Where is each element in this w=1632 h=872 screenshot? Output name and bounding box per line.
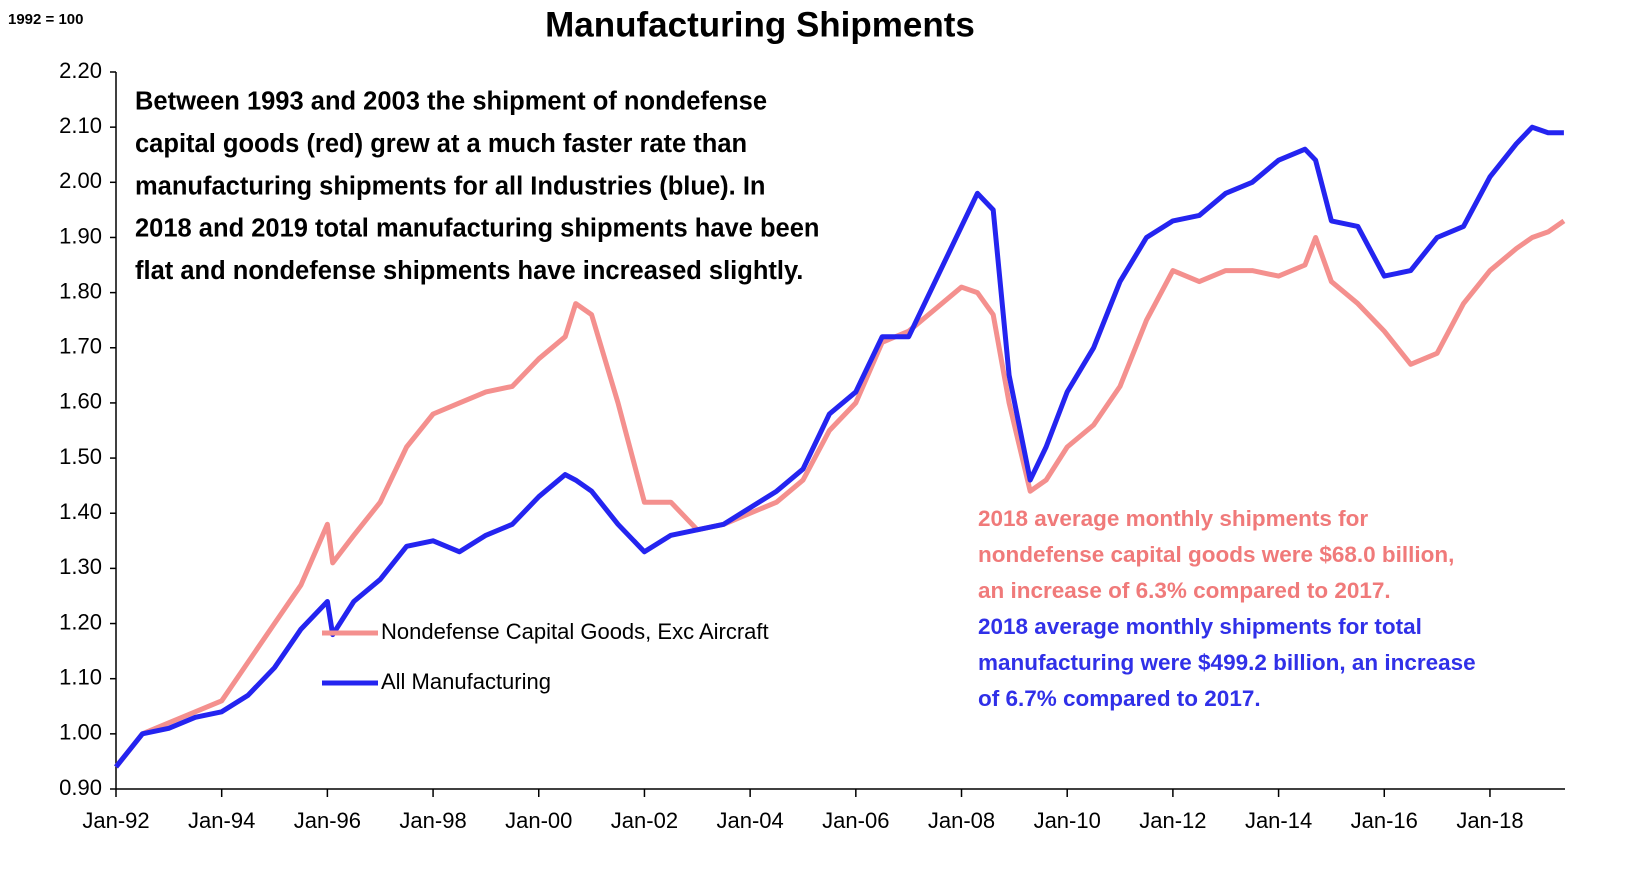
x-tick-label: Jan-18 (1456, 808, 1523, 833)
x-tick-label: Jan-00 (505, 808, 572, 833)
note-red: nondefense capital goods were $68.0 bill… (978, 542, 1454, 567)
note-red: an increase of 6.3% compared to 2017. (978, 578, 1391, 603)
y-tick-label: 0.90 (59, 775, 102, 800)
annotation: flat and nondefense shipments have incre… (135, 257, 803, 285)
annotation: manufacturing shipments for all Industri… (135, 172, 765, 200)
unit-label: 1992 = 100 (8, 11, 84, 28)
y-tick-label: 1.50 (59, 444, 102, 469)
annotation: capital goods (red) grew at a much faste… (135, 130, 747, 158)
x-tick-label: Jan-08 (928, 808, 995, 833)
y-tick-label: 2.20 (59, 58, 102, 83)
x-tick-label: Jan-92 (82, 808, 149, 833)
series-line (114, 218, 1566, 769)
note-blue: manufacturing were $499.2 billion, an in… (978, 650, 1476, 675)
y-tick-label: 1.80 (59, 278, 102, 303)
y-tick-label: 2.00 (59, 168, 102, 193)
x-tick-label: Jan-94 (188, 808, 255, 833)
y-tick-label: 1.60 (59, 389, 102, 414)
y-tick-label: 1.10 (59, 665, 102, 690)
series-line (114, 124, 1564, 769)
x-tick-label: Jan-04 (716, 808, 783, 833)
y-tick-label: 1.40 (59, 499, 102, 524)
annotation: Between 1993 and 2003 the shipment of no… (135, 88, 767, 116)
legend-label: Nondefense Capital Goods, Exc Aircraft (381, 619, 769, 644)
x-tick-label: Jan-02 (611, 808, 678, 833)
x-tick-label: Jan-06 (822, 808, 889, 833)
y-tick-label: 1.90 (59, 223, 102, 248)
note-blue: 2018 average monthly shipments for total (978, 614, 1422, 639)
x-tick-label: Jan-16 (1351, 808, 1418, 833)
y-tick-label: 1.00 (59, 720, 102, 745)
y-tick-label: 1.20 (59, 609, 102, 634)
y-tick-label: 1.30 (59, 554, 102, 579)
annotation: 2018 and 2019 total manufacturing shipme… (135, 215, 819, 243)
note-red: 2018 average monthly shipments for (978, 506, 1368, 531)
x-tick-label: Jan-96 (294, 808, 361, 833)
x-tick-label: Jan-12 (1139, 808, 1206, 833)
y-tick-label: 2.10 (59, 113, 102, 138)
x-tick-label: Jan-14 (1245, 808, 1312, 833)
x-tick-label: Jan-98 (399, 808, 466, 833)
y-tick-label: 1.70 (59, 334, 102, 359)
x-tick-label: Jan-10 (1034, 808, 1101, 833)
chart-title: Manufacturing Shipments (545, 5, 975, 44)
note-blue: of 6.7% compared to 2017. (978, 686, 1261, 711)
legend-label: All Manufacturing (381, 669, 551, 694)
